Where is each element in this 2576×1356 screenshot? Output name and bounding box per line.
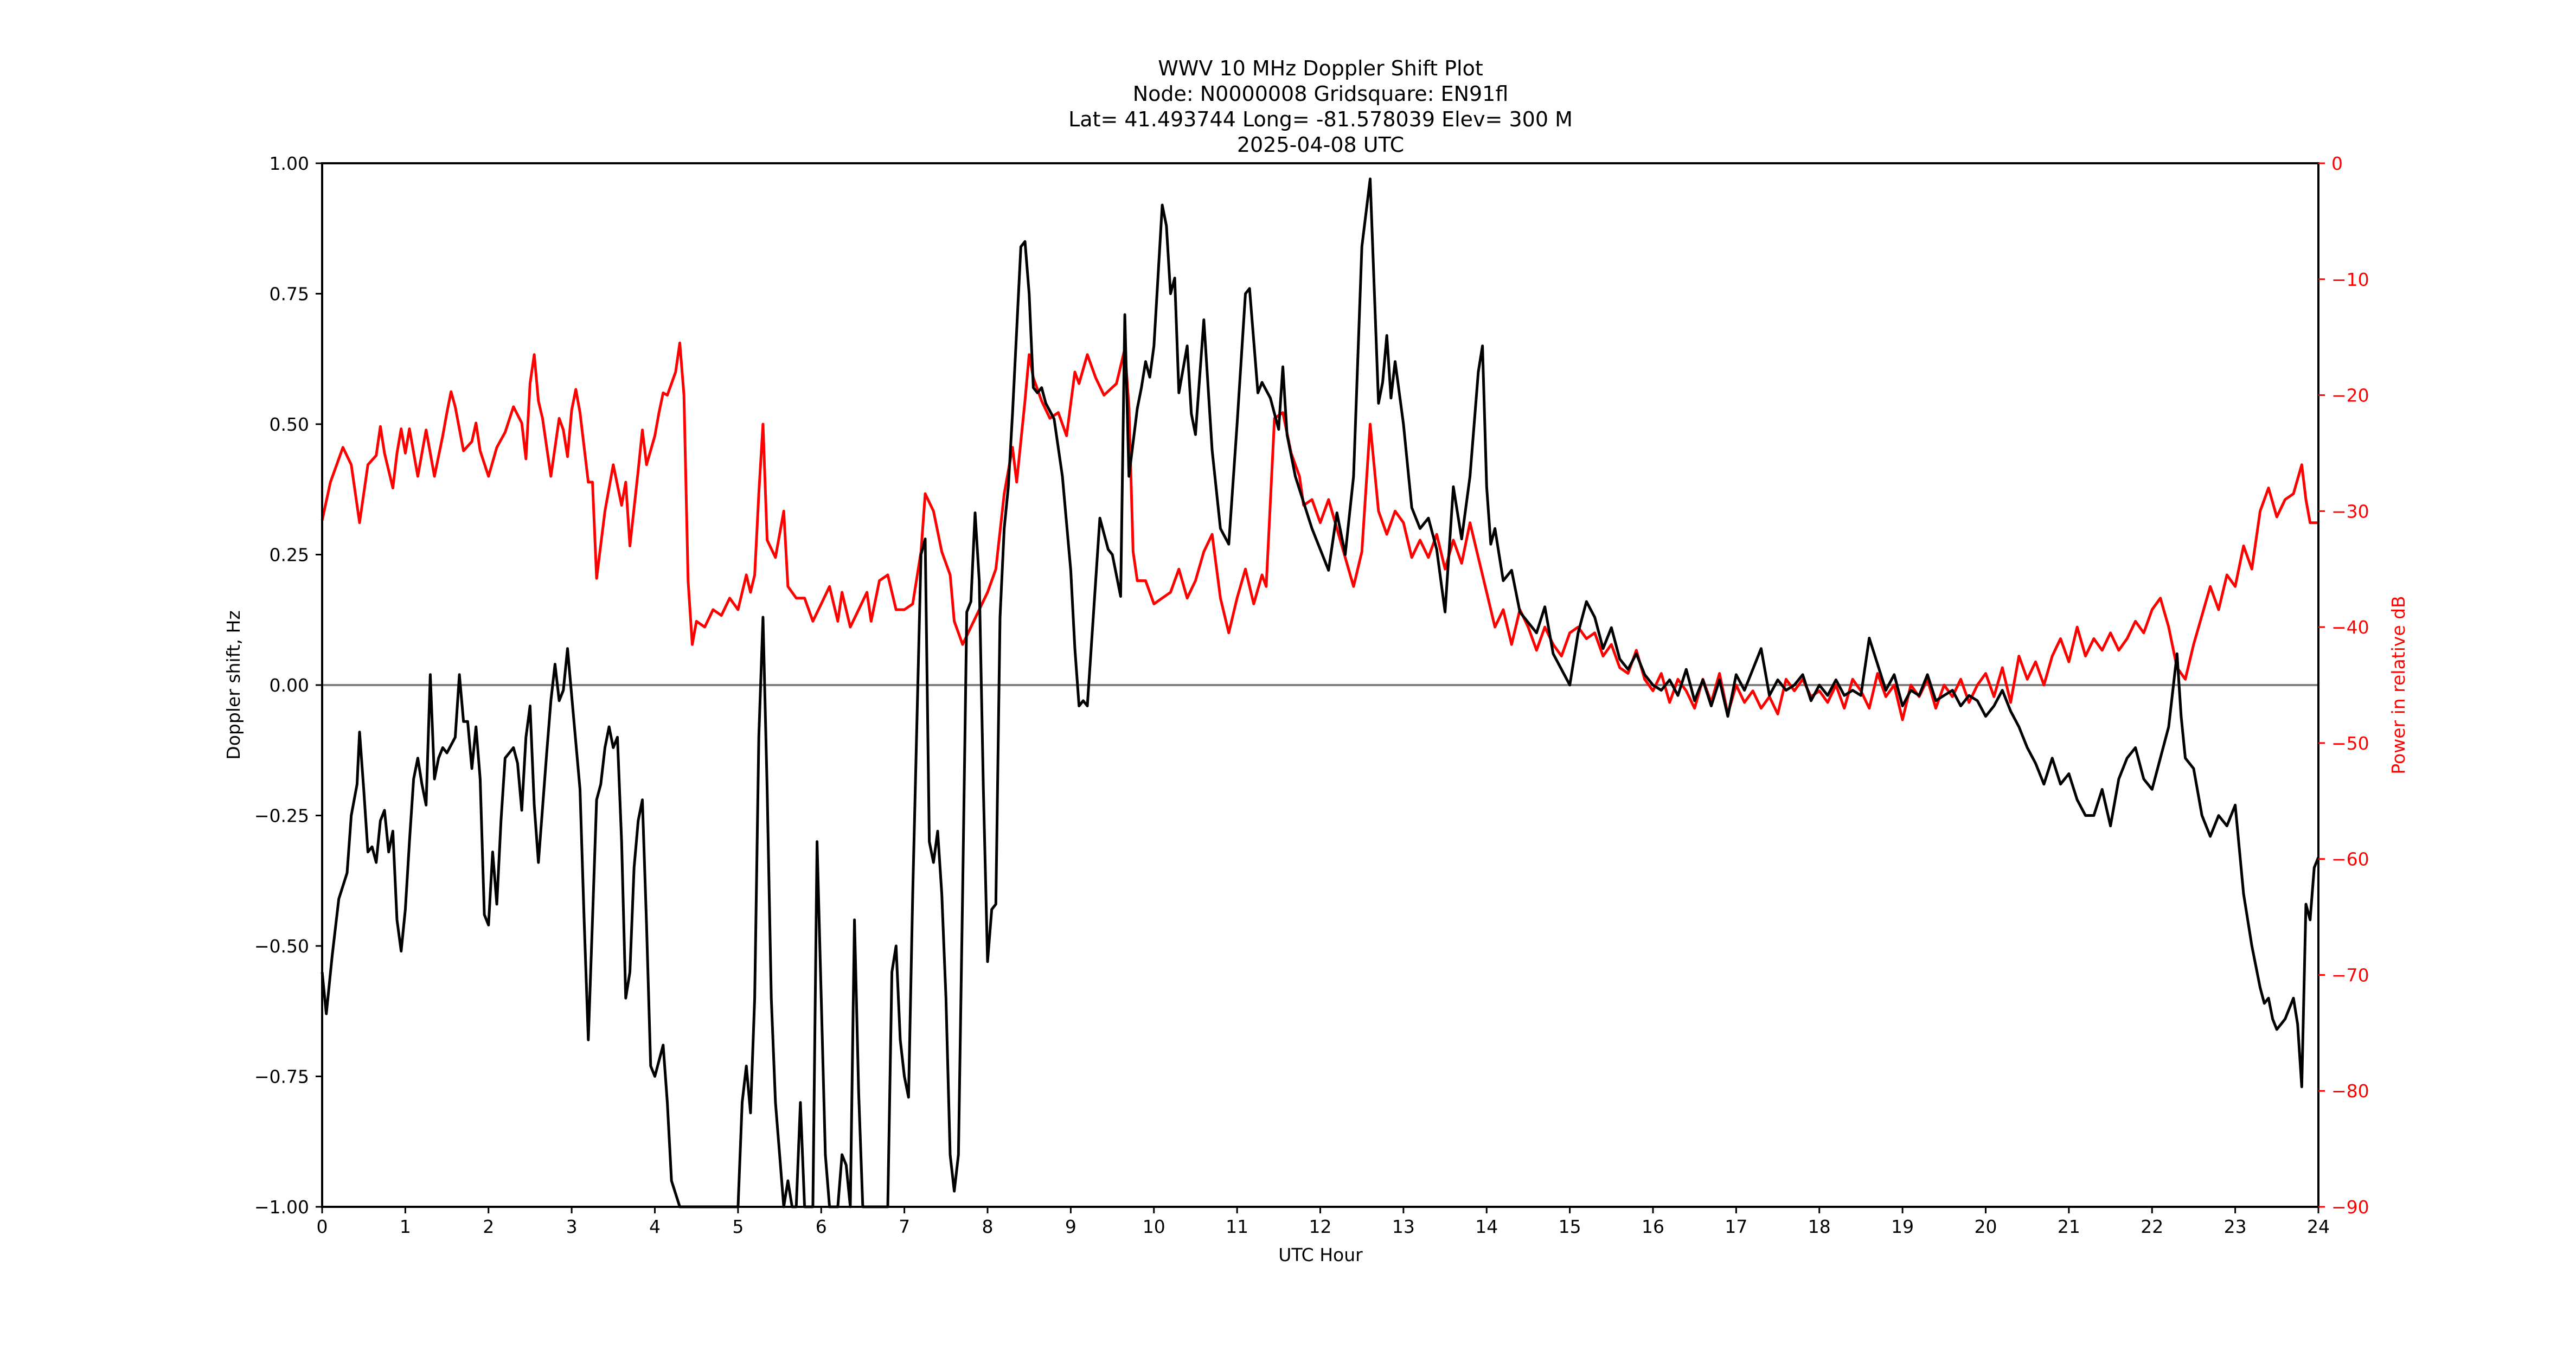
y-tick-label: −0.50 — [254, 936, 309, 957]
plot-area — [321, 177, 2320, 1208]
title-line-2: Node: N0000008 Gridsquare: EN91fl — [1133, 82, 1509, 106]
y-axis-left-ticks: 1.00 0.75 0.50 0.25 0.00 −0.25 −0.50 −0.75 −1.00 — [254, 153, 322, 1218]
y-tick-label: 0.50 — [270, 414, 309, 435]
doppler-series-line — [321, 177, 2320, 1208]
y-right-tick-label: −70 — [2331, 964, 2369, 986]
x-axis-label: UTC Hour — [1278, 1244, 1363, 1265]
x-tick-label: 23 — [2224, 1216, 2247, 1237]
y-tick-label: −0.75 — [254, 1066, 309, 1088]
x-tick-label: 6 — [816, 1216, 827, 1237]
x-tick-label: 0 — [317, 1216, 328, 1237]
y-right-tick-label: −10 — [2331, 269, 2369, 290]
x-tick-label: 19 — [1891, 1216, 1914, 1237]
title-line-3: Lat= 41.493744 Long= -81.578039 Elev= 30… — [1068, 107, 1573, 131]
x-tick-label: 12 — [1309, 1216, 1332, 1237]
y-axis-left-label: Doppler shift, Hz — [223, 610, 244, 759]
x-tick-label: 14 — [1475, 1216, 1498, 1237]
y-right-tick-label: −50 — [2331, 733, 2369, 754]
title-line-1: WWV 10 MHz Doppler Shift Plot — [1158, 56, 1483, 80]
x-tick-label: 24 — [2307, 1216, 2330, 1237]
y-right-tick-label: −20 — [2331, 385, 2369, 406]
x-tick-label: 2 — [483, 1216, 494, 1237]
x-tick-label: 16 — [1642, 1216, 1664, 1237]
y-right-tick-label: −90 — [2331, 1197, 2369, 1218]
y-right-tick-label: −60 — [2331, 849, 2369, 870]
x-tick-label: 5 — [732, 1216, 744, 1237]
x-tick-label: 4 — [649, 1216, 661, 1237]
chart-title: WWV 10 MHz Doppler Shift Plot Node: N000… — [1068, 56, 1573, 157]
y-right-tick-label: 0 — [2331, 153, 2343, 174]
y-right-tick-label: −80 — [2331, 1080, 2369, 1102]
y-axis-right-label: Power in relative dB — [2388, 596, 2409, 774]
y-tick-label: −1.00 — [254, 1197, 309, 1218]
x-tick-label: 8 — [982, 1216, 994, 1237]
x-tick-label: 1 — [400, 1216, 411, 1237]
y-right-tick-label: −30 — [2331, 501, 2369, 522]
y-axis-right-ticks: 0 −10 −20 −30 −40 −50 −60 −70 −80 −90 — [2318, 153, 2369, 1218]
y-tick-label: 0.00 — [270, 675, 309, 696]
x-tick-label: 17 — [1725, 1216, 1747, 1237]
y-right-tick-label: −40 — [2331, 617, 2369, 638]
x-tick-label: 13 — [1392, 1216, 1415, 1237]
power-series-line — [321, 341, 2318, 721]
x-tick-label: 9 — [1065, 1216, 1076, 1237]
x-tick-label: 3 — [566, 1216, 578, 1237]
x-tick-label: 18 — [1808, 1216, 1831, 1237]
y-tick-label: −0.25 — [254, 805, 309, 827]
x-axis-ticks: 0 1 2 3 4 5 6 7 8 9 10 11 12 13 14 15 16 17 18 19 20 21 22 23 24 — [317, 1207, 2330, 1237]
title-line-4: 2025-04-08 UTC — [1237, 133, 1404, 157]
x-tick-label: 7 — [899, 1216, 910, 1237]
x-tick-label: 22 — [2141, 1216, 2163, 1237]
x-tick-label: 20 — [1975, 1216, 1997, 1237]
x-tick-label: 10 — [1143, 1216, 1165, 1237]
y-tick-label: 1.00 — [270, 153, 309, 174]
x-tick-label: 21 — [2058, 1216, 2080, 1237]
x-tick-label: 11 — [1226, 1216, 1248, 1237]
y-tick-label: 0.75 — [270, 284, 309, 305]
x-tick-label: 15 — [1559, 1216, 1581, 1237]
y-tick-label: 0.25 — [270, 545, 309, 566]
